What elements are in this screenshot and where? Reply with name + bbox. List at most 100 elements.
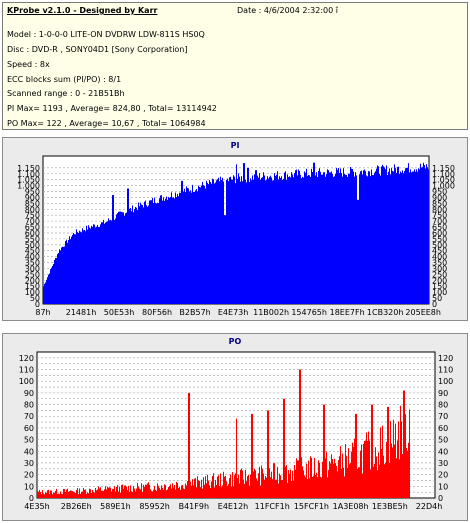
data-bar	[180, 192, 181, 304]
data-bar	[263, 473, 264, 498]
data-bar	[341, 172, 342, 304]
data-bar	[241, 468, 242, 498]
data-bar	[182, 180, 183, 304]
data-bar	[213, 473, 214, 498]
data-bar	[149, 484, 150, 498]
x-tick-label: 22D4h	[416, 502, 443, 511]
data-bar	[130, 485, 131, 498]
data-bar	[108, 218, 109, 304]
data-bar	[381, 448, 382, 498]
x-tick-label: 205EE8h	[405, 308, 441, 317]
data-bar	[128, 485, 129, 498]
data-bar	[209, 485, 210, 498]
data-bar	[74, 234, 75, 304]
data-bar	[157, 483, 158, 498]
data-bar	[317, 176, 318, 304]
data-bar	[209, 180, 210, 304]
data-bar	[395, 423, 396, 498]
y-tick-label-right: 40	[438, 447, 448, 456]
data-bar	[293, 480, 294, 498]
data-bar	[415, 171, 416, 304]
data-bar	[266, 477, 267, 498]
data-bar	[66, 489, 67, 498]
data-bar	[199, 480, 200, 498]
data-bar	[163, 490, 164, 498]
data-bar	[206, 180, 207, 304]
y-tick-label-left: 90	[24, 389, 34, 398]
data-bar	[185, 192, 186, 304]
data-bar	[189, 191, 190, 304]
y-tick-label-right: 550	[432, 235, 447, 244]
data-bar	[105, 222, 106, 304]
data-bar	[316, 472, 317, 498]
data-bar	[248, 474, 249, 498]
data-bar	[305, 477, 306, 498]
data-bar	[334, 458, 335, 498]
data-bar	[225, 215, 226, 304]
data-bar	[143, 207, 144, 304]
y-tick-label-right: 1.050	[432, 176, 455, 185]
data-bar	[318, 460, 319, 498]
y-tick-label-left: 0	[29, 494, 34, 503]
data-bar	[83, 230, 84, 304]
x-tick-label: 1E3BE5h	[372, 502, 408, 511]
y-tick-label-left: 800	[25, 205, 40, 214]
data-bar	[46, 492, 47, 498]
data-bar	[88, 493, 89, 498]
data-bar	[318, 170, 319, 304]
data-bar	[380, 175, 381, 304]
data-bar	[198, 480, 199, 498]
data-bar	[146, 205, 147, 304]
data-bar	[195, 478, 196, 498]
data-bar	[134, 488, 135, 498]
data-bar	[67, 488, 68, 498]
data-bar	[194, 191, 195, 304]
y-tick-label-left: 450	[25, 247, 40, 256]
data-bar	[218, 177, 219, 304]
y-tick-label-left: 1.150	[17, 164, 40, 173]
data-bar	[248, 167, 249, 304]
data-bar	[428, 169, 429, 304]
data-bar	[102, 222, 103, 304]
data-bar	[81, 232, 82, 304]
data-bar	[265, 475, 266, 498]
data-bar	[225, 475, 226, 498]
data-bar	[284, 172, 285, 304]
data-bar	[183, 191, 184, 304]
data-bar	[176, 481, 177, 498]
data-bar	[200, 487, 201, 498]
data-bar	[102, 490, 103, 498]
data-bar	[97, 489, 98, 498]
data-bar	[164, 484, 165, 498]
data-bar	[90, 489, 91, 498]
data-bar	[257, 175, 258, 304]
data-bar	[59, 249, 60, 304]
data-bar	[298, 460, 299, 498]
data-bar	[167, 199, 168, 304]
data-bar	[332, 173, 333, 304]
data-bar	[304, 171, 305, 304]
data-bar	[378, 166, 379, 304]
data-bar	[249, 485, 250, 498]
data-bar	[260, 485, 261, 498]
data-bar	[266, 179, 267, 304]
data-bar	[93, 491, 94, 498]
data-bar	[285, 171, 286, 304]
data-bar	[129, 491, 130, 498]
data-bar	[141, 204, 142, 304]
data-bar	[159, 198, 160, 304]
data-bar	[268, 178, 269, 304]
data-bar	[336, 168, 337, 304]
data-bar	[95, 487, 96, 498]
data-bar	[168, 486, 169, 498]
data-bar	[203, 185, 204, 304]
data-bar	[408, 442, 409, 498]
data-bar	[173, 197, 174, 304]
data-bar	[377, 165, 378, 304]
data-bar	[282, 479, 283, 498]
y-tick-label-right: 80	[438, 401, 448, 410]
data-bar	[110, 219, 111, 304]
data-bar	[230, 176, 231, 304]
data-bar	[295, 170, 296, 304]
data-bar	[372, 404, 373, 498]
